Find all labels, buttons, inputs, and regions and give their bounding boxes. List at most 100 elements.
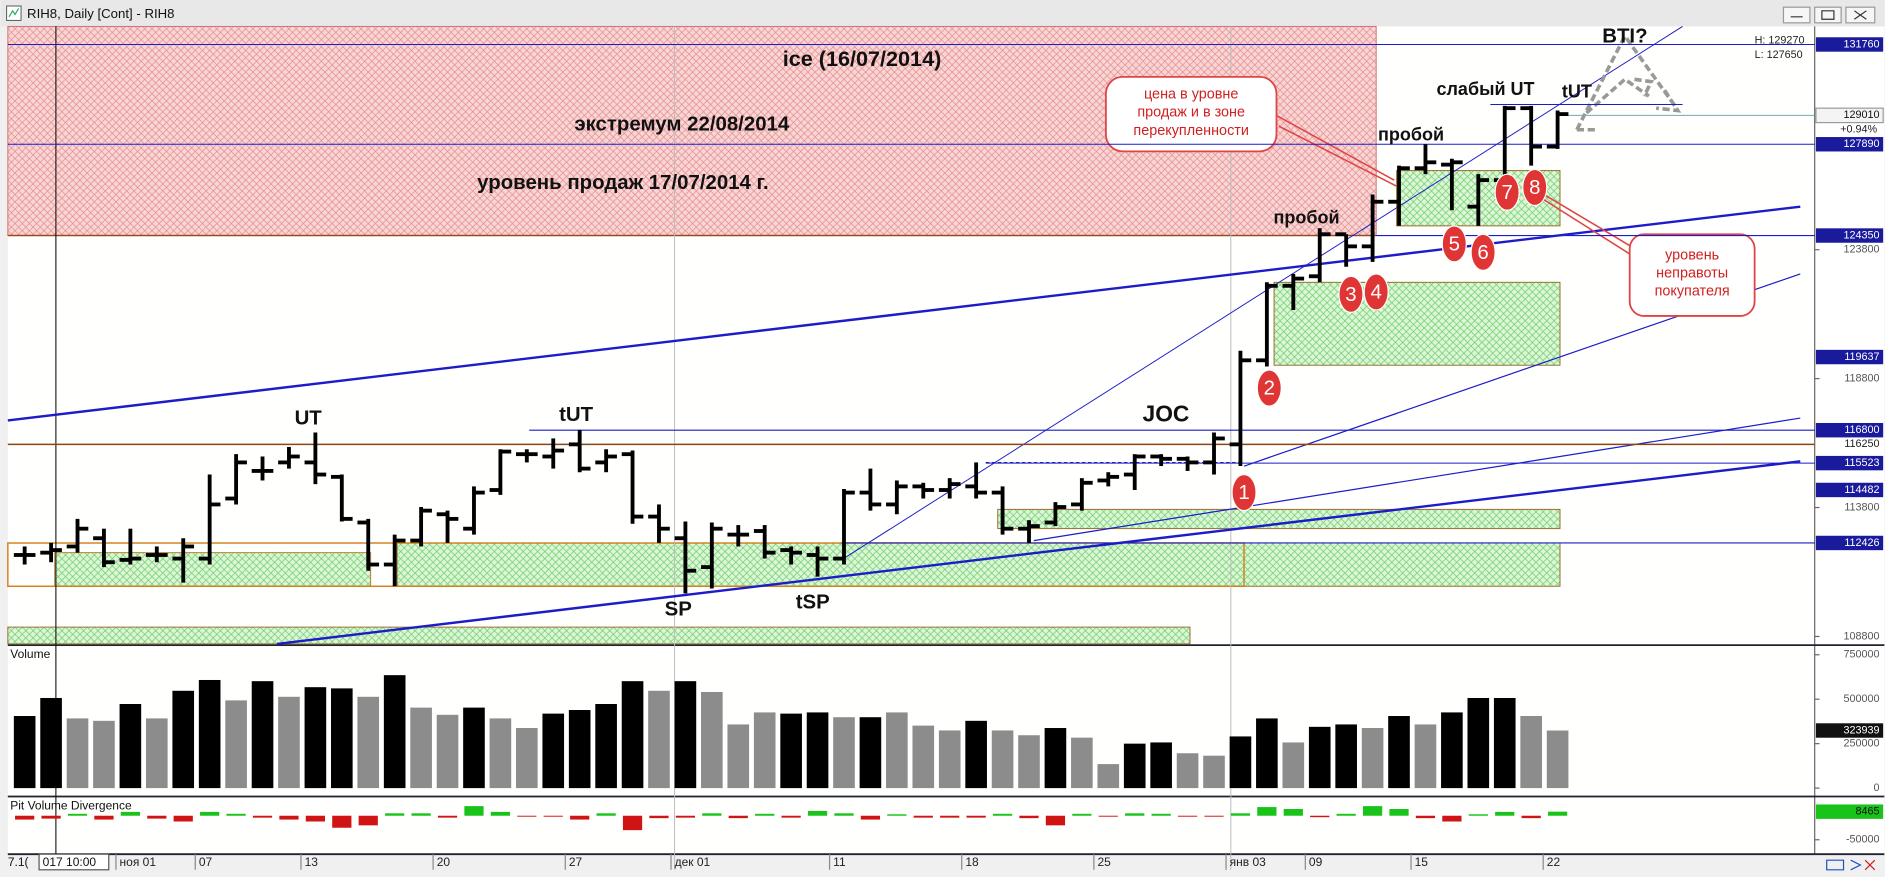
y-tick-label: -50000 bbox=[1846, 834, 1880, 846]
divergence-bar bbox=[67, 813, 88, 816]
step-number: 1 bbox=[1238, 482, 1249, 504]
step-marker bbox=[1363, 273, 1389, 311]
level-label-box bbox=[1815, 455, 1884, 471]
divergence-bar bbox=[1336, 813, 1356, 816]
y-tick-label: 750000 bbox=[1844, 649, 1880, 661]
change-label: +0.94% bbox=[1840, 124, 1877, 136]
volume-bar bbox=[727, 724, 750, 789]
divergence-bar bbox=[807, 810, 828, 816]
divergence-bar bbox=[596, 813, 616, 816]
divergence-bar bbox=[279, 815, 299, 820]
step-number: 3 bbox=[1345, 284, 1356, 306]
volume-bar bbox=[516, 728, 538, 789]
toolbar-icons[interactable] bbox=[1826, 859, 1862, 871]
toolbar-icons[interactable] bbox=[1864, 859, 1876, 871]
annotation: экстремум 22/08/2014 bbox=[574, 113, 790, 135]
divergence-bar bbox=[1468, 814, 1488, 816]
divergence-bar bbox=[1362, 806, 1383, 816]
title-bar bbox=[0, 0, 1885, 27]
step-number: 5 bbox=[1449, 233, 1460, 255]
annotation: JOC bbox=[1143, 401, 1190, 427]
volume-bar bbox=[753, 712, 776, 789]
divergence-bar bbox=[1125, 813, 1145, 816]
divergence-bar bbox=[358, 815, 378, 826]
divergence-bar bbox=[94, 815, 114, 820]
x-tick-label: 18 bbox=[965, 855, 979, 869]
y-tick-label: 113800 bbox=[1844, 501, 1879, 513]
volume-bar bbox=[965, 720, 987, 789]
volume-bar bbox=[1123, 743, 1146, 789]
annotation: UT bbox=[295, 408, 323, 430]
divergence-bar bbox=[1310, 815, 1330, 818]
level-label: 127890 bbox=[1844, 138, 1880, 150]
annotation: пробой bbox=[1273, 207, 1339, 227]
status-text: 017 10:00 bbox=[43, 855, 97, 869]
divergence-bar bbox=[147, 815, 167, 819]
x-tick-label: 09 bbox=[1309, 855, 1323, 869]
volume-bar bbox=[1256, 718, 1278, 789]
divergence-bar bbox=[385, 813, 405, 816]
divergence-bar bbox=[1389, 809, 1409, 816]
volume-bar bbox=[1520, 716, 1542, 789]
annotation: BTI? bbox=[1602, 26, 1647, 48]
volume-bar bbox=[780, 713, 802, 789]
volume-bar bbox=[1467, 697, 1490, 789]
level-label-box bbox=[1815, 349, 1884, 365]
volume-bar bbox=[859, 717, 882, 789]
window-button-glyphs bbox=[1790, 10, 1867, 20]
step-marker bbox=[1256, 369, 1282, 407]
volume-bar bbox=[1097, 764, 1120, 789]
volume-bar bbox=[542, 713, 565, 789]
minimize-button[interactable] bbox=[1782, 6, 1811, 24]
maximize-button[interactable] bbox=[1814, 6, 1842, 24]
step-number: 8 bbox=[1529, 177, 1540, 199]
price-axis bbox=[1814, 26, 1885, 856]
trend-line bbox=[7, 205, 1801, 422]
volume-bar bbox=[1308, 726, 1331, 789]
volume-bar bbox=[119, 704, 142, 789]
annotation: ice (16/07/2014) bbox=[783, 46, 942, 71]
volume-bar bbox=[1044, 728, 1067, 789]
volume-bar bbox=[410, 707, 432, 789]
volume-bar bbox=[145, 718, 168, 789]
callout-text: цена в уровне bbox=[1144, 87, 1238, 103]
divergence-bar bbox=[1415, 815, 1436, 819]
divergence-bar bbox=[464, 806, 484, 816]
step-marker bbox=[1231, 473, 1257, 512]
divergence-bar bbox=[543, 815, 563, 817]
step-number: 6 bbox=[1477, 242, 1488, 264]
volume-bar bbox=[701, 691, 723, 789]
x-tick-label: янв 03 bbox=[1230, 855, 1267, 869]
divergence-bar bbox=[517, 815, 537, 817]
volume-bar bbox=[912, 725, 935, 789]
divergence-bar bbox=[966, 815, 986, 818]
level-label: 116800 bbox=[1844, 424, 1879, 436]
volume-bar bbox=[1018, 735, 1040, 789]
volume-bar bbox=[93, 720, 115, 789]
annotation: tUT bbox=[1562, 81, 1592, 101]
annotation: пробой bbox=[1378, 125, 1444, 145]
divergence-bar bbox=[887, 814, 907, 816]
divergence-bar bbox=[41, 815, 61, 819]
divergence-bar bbox=[1283, 809, 1303, 816]
volume-bar bbox=[938, 730, 961, 789]
divergence-bar bbox=[437, 815, 458, 818]
volume-bar bbox=[463, 707, 485, 789]
support-zone bbox=[1273, 281, 1561, 366]
divergence-bar bbox=[940, 815, 960, 818]
divergence-bar bbox=[305, 815, 325, 822]
divergence-bar bbox=[1098, 815, 1118, 817]
volume-bar bbox=[40, 697, 62, 789]
callout-text: продаж и в зоне bbox=[1137, 105, 1245, 121]
divergence-bar bbox=[1019, 815, 1039, 819]
volume-bar bbox=[1203, 755, 1225, 789]
volume-bar bbox=[1176, 753, 1199, 789]
volume-bar bbox=[1493, 697, 1516, 789]
divergence-bar bbox=[1204, 815, 1224, 817]
volume-bar bbox=[1335, 724, 1357, 789]
level-label-box bbox=[1815, 482, 1884, 498]
step-marker bbox=[1494, 173, 1520, 211]
divergence-bar bbox=[490, 811, 511, 816]
level-label-box bbox=[1815, 37, 1884, 52]
x-tick-label: 22 bbox=[1547, 855, 1561, 869]
